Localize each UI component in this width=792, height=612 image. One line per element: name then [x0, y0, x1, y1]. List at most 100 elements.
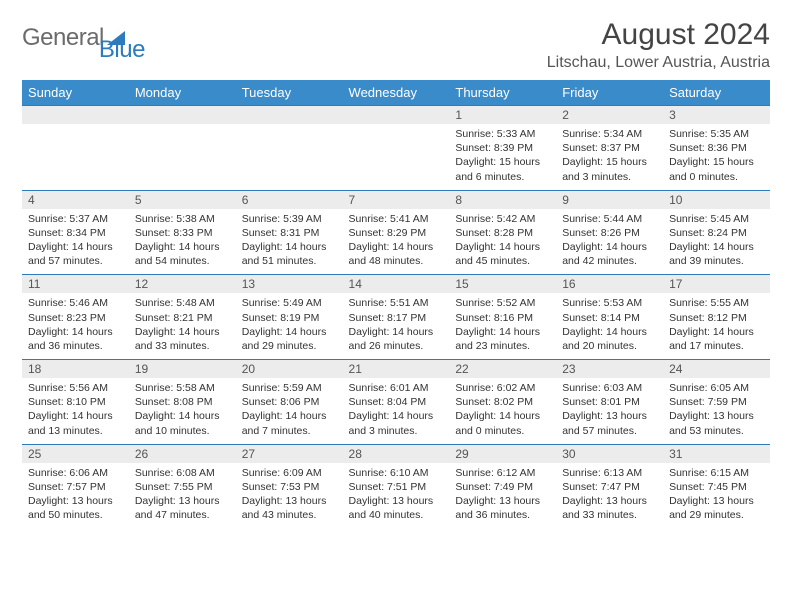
day-details: Sunrise: 5:33 AMSunset: 8:39 PMDaylight:…	[449, 124, 556, 190]
day-details: Sunrise: 5:49 AMSunset: 8:19 PMDaylight:…	[236, 293, 343, 359]
week-row: 11Sunrise: 5:46 AMSunset: 8:23 PMDayligh…	[22, 275, 770, 360]
day-cell: 1Sunrise: 5:33 AMSunset: 8:39 PMDaylight…	[449, 106, 556, 191]
daylight-text: Daylight: 15 hours and 3 minutes.	[562, 155, 657, 183]
sunset-text: Sunset: 8:26 PM	[562, 226, 657, 240]
day-number: 17	[663, 275, 770, 293]
week-row: 4Sunrise: 5:37 AMSunset: 8:34 PMDaylight…	[22, 190, 770, 275]
day-cell: 20Sunrise: 5:59 AMSunset: 8:06 PMDayligh…	[236, 360, 343, 445]
daylight-text: Daylight: 14 hours and 45 minutes.	[455, 240, 550, 268]
daylight-text: Daylight: 13 hours and 33 minutes.	[562, 494, 657, 522]
day-number: 30	[556, 445, 663, 463]
sunrise-text: Sunrise: 5:37 AM	[28, 212, 123, 226]
sunrise-text: Sunrise: 6:06 AM	[28, 466, 123, 480]
daylight-text: Daylight: 14 hours and 13 minutes.	[28, 409, 123, 437]
daylight-text: Daylight: 14 hours and 33 minutes.	[135, 325, 230, 353]
brand-part1: General	[22, 24, 104, 52]
day-header-row: Sunday Monday Tuesday Wednesday Thursday…	[22, 80, 770, 106]
sunrise-text: Sunrise: 5:56 AM	[28, 381, 123, 395]
day-number: 10	[663, 191, 770, 209]
day-number: 15	[449, 275, 556, 293]
sun-calendar: Sunday Monday Tuesday Wednesday Thursday…	[22, 80, 770, 528]
sunset-text: Sunset: 8:19 PM	[242, 311, 337, 325]
daylight-text: Daylight: 14 hours and 51 minutes.	[242, 240, 337, 268]
day-cell: 29Sunrise: 6:12 AMSunset: 7:49 PMDayligh…	[449, 444, 556, 528]
week-row: 1Sunrise: 5:33 AMSunset: 8:39 PMDaylight…	[22, 106, 770, 191]
sunset-text: Sunset: 7:45 PM	[669, 480, 764, 494]
daylight-text: Daylight: 13 hours and 47 minutes.	[135, 494, 230, 522]
day-details: Sunrise: 6:03 AMSunset: 8:01 PMDaylight:…	[556, 378, 663, 444]
sunset-text: Sunset: 8:17 PM	[349, 311, 444, 325]
sunset-text: Sunset: 7:53 PM	[242, 480, 337, 494]
sunrise-text: Sunrise: 6:03 AM	[562, 381, 657, 395]
day-number: 2	[556, 106, 663, 124]
day-number	[343, 106, 450, 124]
day-cell: 18Sunrise: 5:56 AMSunset: 8:10 PMDayligh…	[22, 360, 129, 445]
day-number: 1	[449, 106, 556, 124]
sunrise-text: Sunrise: 5:55 AM	[669, 296, 764, 310]
sunset-text: Sunset: 8:10 PM	[28, 395, 123, 409]
header: General Blue August 2024 Litschau, Lower…	[22, 18, 770, 72]
day-number: 23	[556, 360, 663, 378]
day-number: 5	[129, 191, 236, 209]
location-text: Litschau, Lower Austria, Austria	[547, 54, 770, 72]
day-details: Sunrise: 5:55 AMSunset: 8:12 PMDaylight:…	[663, 293, 770, 359]
day-number: 20	[236, 360, 343, 378]
daylight-text: Daylight: 13 hours and 53 minutes.	[669, 409, 764, 437]
sunset-text: Sunset: 8:16 PM	[455, 311, 550, 325]
day-cell: 31Sunrise: 6:15 AMSunset: 7:45 PMDayligh…	[663, 444, 770, 528]
day-cell	[343, 106, 450, 191]
sunrise-text: Sunrise: 5:51 AM	[349, 296, 444, 310]
month-title: August 2024	[547, 18, 770, 52]
day-cell: 12Sunrise: 5:48 AMSunset: 8:21 PMDayligh…	[129, 275, 236, 360]
day-details	[22, 124, 129, 186]
sunset-text: Sunset: 8:34 PM	[28, 226, 123, 240]
day-details: Sunrise: 5:46 AMSunset: 8:23 PMDaylight:…	[22, 293, 129, 359]
day-cell: 11Sunrise: 5:46 AMSunset: 8:23 PMDayligh…	[22, 275, 129, 360]
day-cell: 13Sunrise: 5:49 AMSunset: 8:19 PMDayligh…	[236, 275, 343, 360]
day-number: 9	[556, 191, 663, 209]
day-details: Sunrise: 5:44 AMSunset: 8:26 PMDaylight:…	[556, 209, 663, 275]
day-details: Sunrise: 5:39 AMSunset: 8:31 PMDaylight:…	[236, 209, 343, 275]
day-details: Sunrise: 6:06 AMSunset: 7:57 PMDaylight:…	[22, 463, 129, 529]
day-number	[129, 106, 236, 124]
day-cell: 4Sunrise: 5:37 AMSunset: 8:34 PMDaylight…	[22, 190, 129, 275]
day-cell: 8Sunrise: 5:42 AMSunset: 8:28 PMDaylight…	[449, 190, 556, 275]
day-details: Sunrise: 5:35 AMSunset: 8:36 PMDaylight:…	[663, 124, 770, 190]
day-cell: 28Sunrise: 6:10 AMSunset: 7:51 PMDayligh…	[343, 444, 450, 528]
sunset-text: Sunset: 8:33 PM	[135, 226, 230, 240]
day-cell: 10Sunrise: 5:45 AMSunset: 8:24 PMDayligh…	[663, 190, 770, 275]
day-number: 28	[343, 445, 450, 463]
day-cell: 15Sunrise: 5:52 AMSunset: 8:16 PMDayligh…	[449, 275, 556, 360]
day-details: Sunrise: 6:08 AMSunset: 7:55 PMDaylight:…	[129, 463, 236, 529]
day-header: Tuesday	[236, 80, 343, 106]
sunrise-text: Sunrise: 5:35 AM	[669, 127, 764, 141]
sunset-text: Sunset: 7:51 PM	[349, 480, 444, 494]
sunrise-text: Sunrise: 5:59 AM	[242, 381, 337, 395]
day-details: Sunrise: 5:51 AMSunset: 8:17 PMDaylight:…	[343, 293, 450, 359]
day-cell: 17Sunrise: 5:55 AMSunset: 8:12 PMDayligh…	[663, 275, 770, 360]
day-cell: 30Sunrise: 6:13 AMSunset: 7:47 PMDayligh…	[556, 444, 663, 528]
sunset-text: Sunset: 8:29 PM	[349, 226, 444, 240]
day-number: 16	[556, 275, 663, 293]
day-number: 26	[129, 445, 236, 463]
day-header: Saturday	[663, 80, 770, 106]
sunset-text: Sunset: 8:28 PM	[455, 226, 550, 240]
sunrise-text: Sunrise: 5:44 AM	[562, 212, 657, 226]
daylight-text: Daylight: 14 hours and 26 minutes.	[349, 325, 444, 353]
sunrise-text: Sunrise: 6:09 AM	[242, 466, 337, 480]
sunset-text: Sunset: 8:23 PM	[28, 311, 123, 325]
sunset-text: Sunset: 8:02 PM	[455, 395, 550, 409]
day-details: Sunrise: 5:48 AMSunset: 8:21 PMDaylight:…	[129, 293, 236, 359]
day-cell: 23Sunrise: 6:03 AMSunset: 8:01 PMDayligh…	[556, 360, 663, 445]
daylight-text: Daylight: 14 hours and 20 minutes.	[562, 325, 657, 353]
sunrise-text: Sunrise: 5:49 AM	[242, 296, 337, 310]
day-details: Sunrise: 5:38 AMSunset: 8:33 PMDaylight:…	[129, 209, 236, 275]
daylight-text: Daylight: 15 hours and 6 minutes.	[455, 155, 550, 183]
sunset-text: Sunset: 7:57 PM	[28, 480, 123, 494]
day-cell: 9Sunrise: 5:44 AMSunset: 8:26 PMDaylight…	[556, 190, 663, 275]
brand-logo: General Blue	[22, 24, 173, 52]
day-details: Sunrise: 5:59 AMSunset: 8:06 PMDaylight:…	[236, 378, 343, 444]
day-cell	[129, 106, 236, 191]
day-details: Sunrise: 5:45 AMSunset: 8:24 PMDaylight:…	[663, 209, 770, 275]
daylight-text: Daylight: 13 hours and 43 minutes.	[242, 494, 337, 522]
